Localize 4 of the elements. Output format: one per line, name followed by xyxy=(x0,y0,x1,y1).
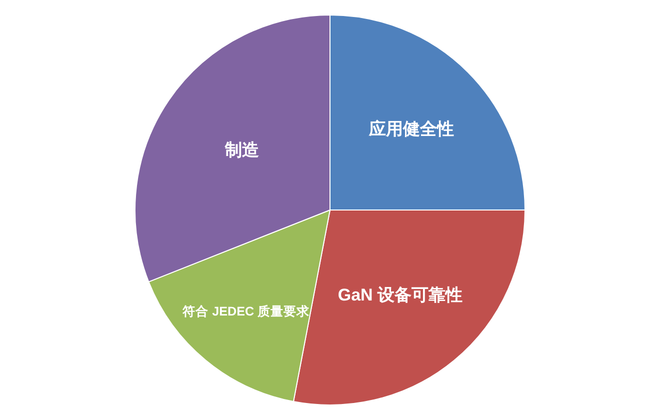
slice-label: 符合 JEDEC 质量要求 xyxy=(182,303,311,318)
slice-label: 应用健全性 xyxy=(368,120,454,139)
slice-label: 制造 xyxy=(224,140,260,160)
slice-label: GaN 设备可靠性 xyxy=(338,285,463,304)
